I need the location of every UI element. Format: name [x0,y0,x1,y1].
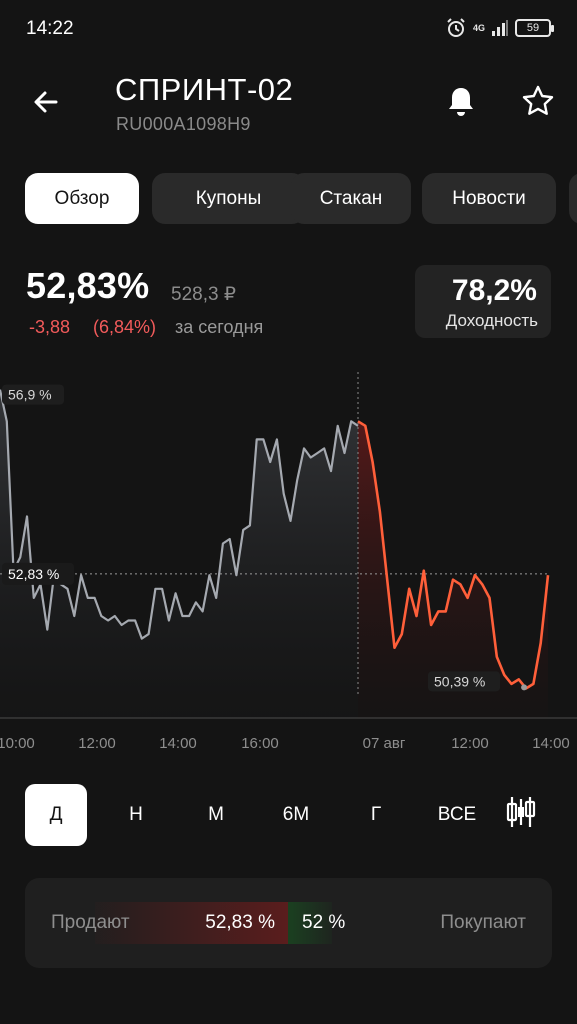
x-tick-label: 14:00 [532,735,570,752]
today-area [358,421,548,718]
chart-type-button[interactable] [490,784,552,846]
change-percent: (6,84%) [93,317,157,337]
alarm-icon [445,17,467,39]
change-absolute: -3,88 [29,317,71,337]
max-price-label: 56,9 % [8,387,52,403]
min-point-marker [521,684,528,691]
section-tabs: Обзор Купоны Стакан Новости [25,173,577,225]
period-label: М [208,804,224,825]
buy-volume-bar [288,902,332,944]
tab-news[interactable]: Новости [422,173,556,224]
arrow-left-icon [31,87,61,122]
yield-card: 78,2% Доходность [415,265,551,338]
tab-overview[interactable]: Обзор [25,173,139,224]
x-tick-label: 12:00 [78,735,116,752]
x-tick-label: 16:00 [241,735,279,752]
x-tick-label: 07 авг [363,735,406,752]
status-time: 14:22 [26,18,74,39]
period-month[interactable]: М [185,784,247,846]
signal-icon [491,19,509,37]
current-price-rub: 528,3 ₽ [171,284,236,305]
battery-icon: 59 [515,19,554,37]
tab-more[interactable] [569,173,577,224]
current-price-percent: 52,83% [26,265,150,306]
status-icons: 4G 59 [445,17,554,39]
favorite-button[interactable] [515,80,561,126]
network-type-icon: 4G [472,23,485,33]
period-day[interactable]: Д [25,784,87,846]
period-all[interactable]: ВСЕ [426,784,488,846]
notifications-button[interactable] [438,80,484,126]
current-price-label: 52,83 % [8,566,59,582]
best-ask-price: 52,83 % [205,912,275,933]
sell-label: Продают [51,912,130,933]
tab-label: Стакан [319,187,383,209]
period-label: Н [129,804,143,825]
bond-title: СПРИНТ-02 [115,72,294,107]
period-week[interactable]: Н [105,784,167,846]
period-label: Д [49,804,63,825]
max-price-label-background [2,384,64,405]
price-chart[interactable]: 56,9 % 52,83 % 50,39 % 10:00 12:00 14:00 16:00… [0,362,577,757]
battery-level: 59 [526,22,540,34]
period-label: Г [370,804,382,825]
period-label: 6М [282,804,310,825]
sell-volume-bar [95,902,288,944]
status-bar: 14:22 4G 59 [0,0,577,58]
tab-coupons[interactable]: Купоны [152,173,305,224]
period-year[interactable]: Г [345,784,407,846]
bond-isin: RU000A1098H9 [116,114,251,134]
x-tick-label: 14:00 [159,735,197,752]
x-tick-label: 10:00 [0,735,35,752]
back-button[interactable] [24,82,68,126]
min-price-label: 50,39 % [434,673,485,689]
star-icon [521,84,555,123]
tab-label: Обзор [54,187,110,209]
yield-label: Доходность [445,311,538,330]
period-label: ВСЕ [437,804,477,825]
tab-order-book[interactable]: Стакан [291,173,411,224]
best-bid-price: 52 % [302,912,346,933]
tab-label: Новости [452,187,526,209]
change-period-label: за сегодня [175,317,264,337]
buy-label: Покупают [440,912,526,933]
period-6-months[interactable]: 6М [265,784,327,846]
bell-icon [446,85,476,122]
candlestick-icon [506,795,536,835]
x-tick-label: 12:00 [451,735,489,752]
tab-label: Купоны [195,187,262,209]
period-selector: Д Н М 6М Г ВСЕ [25,784,555,846]
current-price-label-background [2,562,74,585]
today-line [357,420,550,690]
previous-day-area [0,389,358,718]
order-book-summary[interactable]: Продают 52,83 % 52 % Покупают [25,878,552,968]
yield-value: 78,2% [451,274,537,307]
min-price-label-background [428,671,500,692]
